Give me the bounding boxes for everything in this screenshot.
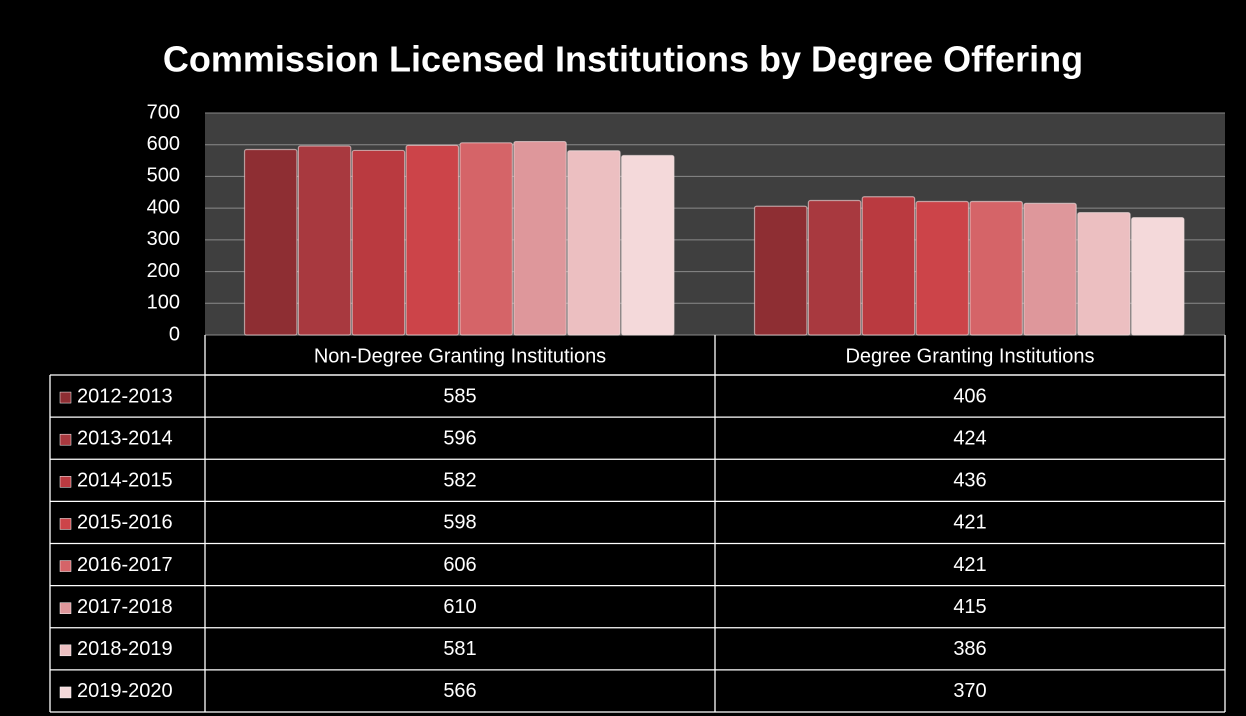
bar — [297, 145, 352, 336]
bar — [243, 148, 298, 336]
legend-label: 2016-2017 — [77, 554, 173, 576]
legend-swatch — [59, 602, 72, 614]
y-tick-label: 400 — [147, 196, 180, 218]
bar — [405, 144, 460, 336]
bar — [351, 149, 406, 336]
table-value: 610 — [443, 596, 476, 618]
legend-swatch — [59, 391, 72, 404]
legend-swatch — [59, 686, 72, 699]
table-value: 406 — [953, 385, 986, 407]
bar — [807, 199, 862, 336]
table-value: 386 — [953, 638, 986, 660]
bar — [513, 140, 567, 336]
category-label: Non-Degree Granting Institutions — [314, 345, 606, 367]
bar — [1077, 211, 1131, 336]
y-tick-label: 0 — [169, 323, 180, 345]
y-tick-label: 500 — [147, 165, 180, 187]
table-value: 566 — [443, 680, 476, 702]
bar — [459, 142, 513, 336]
y-tick-label: 100 — [147, 292, 180, 314]
y-tick-label: 600 — [147, 133, 180, 155]
table-value: 582 — [443, 470, 476, 492]
chart-title: Commission Licensed Institutions by Degr… — [163, 39, 1083, 80]
legend-swatch — [59, 433, 72, 446]
legend-label: 2019-2020 — [77, 680, 173, 702]
bar — [915, 200, 970, 336]
legend-label: 2014-2015 — [77, 470, 173, 492]
legend-swatch — [59, 518, 72, 530]
bar — [621, 154, 675, 336]
table-value: 436 — [953, 470, 986, 492]
table-value: 421 — [953, 512, 986, 534]
legend-label: 2018-2019 — [77, 638, 173, 660]
legend-label: 2015-2016 — [77, 512, 173, 534]
table-value: 424 — [953, 427, 986, 449]
bar — [1131, 217, 1185, 336]
bar — [753, 205, 808, 336]
legend-label: 2017-2018 — [77, 596, 173, 618]
table-value: 598 — [443, 512, 476, 534]
bar — [1023, 202, 1077, 336]
legend-swatch — [59, 560, 72, 572]
legend-swatch — [59, 644, 72, 657]
y-tick-label: 200 — [147, 260, 180, 282]
y-tick-label: 300 — [147, 228, 180, 250]
table-value: 415 — [953, 596, 986, 618]
table-value: 370 — [953, 680, 986, 702]
legend-label: 2012-2013 — [77, 385, 173, 407]
y-tick-label: 700 — [147, 101, 180, 123]
legend-label: 2013-2014 — [77, 427, 173, 449]
bar — [969, 200, 1023, 336]
legend-swatch — [59, 476, 72, 488]
bar — [861, 196, 916, 336]
bar — [567, 150, 621, 336]
category-label: Degree Granting Institutions — [845, 345, 1094, 367]
table-value: 606 — [443, 554, 476, 576]
table-value: 596 — [443, 427, 476, 449]
table-value: 421 — [953, 554, 986, 576]
table-value: 585 — [443, 385, 476, 407]
table-value: 581 — [443, 638, 476, 660]
